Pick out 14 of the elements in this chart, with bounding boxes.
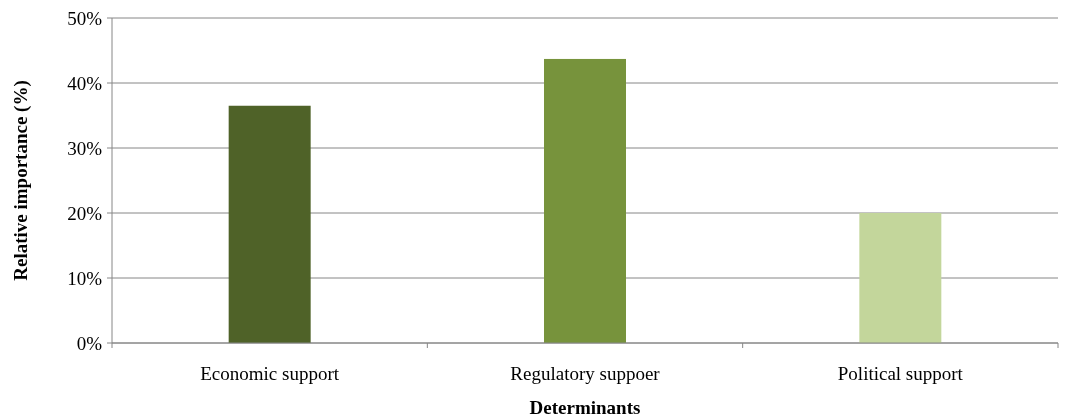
x-tick-label: Political support (837, 363, 964, 384)
y-tick-label: 20% (67, 202, 103, 224)
y-tick-label: 50% (67, 7, 103, 29)
x-axis-title: Determinants (529, 397, 641, 418)
x-tick-label: Regulatory suppoer (510, 363, 661, 384)
bar (859, 213, 942, 343)
y-tick-label: 40% (67, 72, 103, 94)
y-axis-title: Relative importance (%) (10, 80, 32, 281)
x-tick-label: Economic support (200, 363, 340, 384)
bar (544, 58, 626, 343)
y-tick-label: 0% (76, 332, 103, 354)
bar (228, 105, 311, 343)
y-tick-label: 30% (67, 137, 103, 159)
y-tick-label: 10% (67, 267, 103, 289)
